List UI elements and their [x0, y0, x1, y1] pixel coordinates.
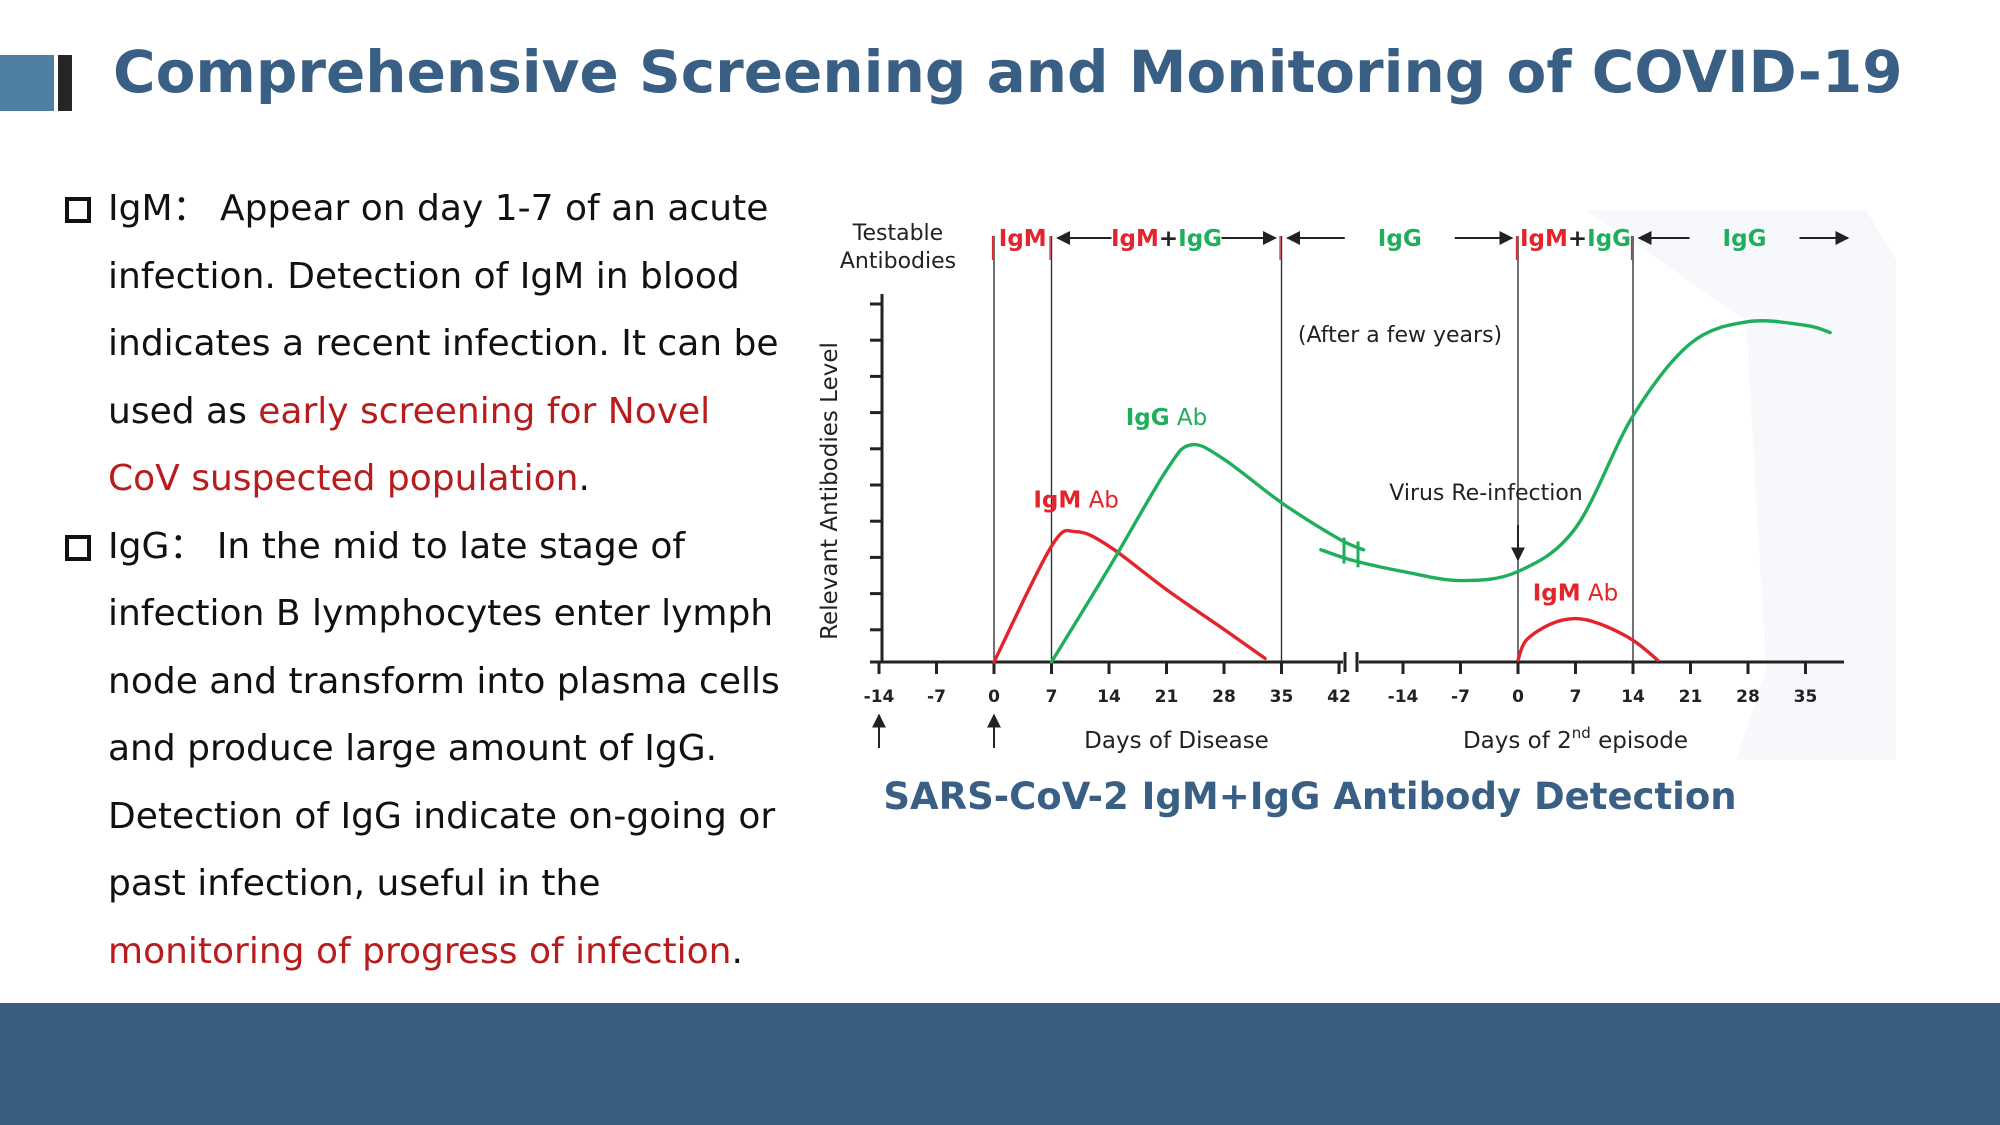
square-bullet-icon — [65, 534, 91, 561]
bullet-igg-text: In the mid to late stage of infection B … — [108, 525, 780, 905]
antibody-chart: IgM IgM+IgG IgG IgM+IgG IgG Testable Antibodie… — [806, 200, 1896, 790]
igm-curve-episode-1 — [992, 528, 1267, 664]
square-bullet-icon — [65, 197, 91, 223]
bullet-igm-lead: IgM： — [108, 188, 209, 229]
x-tick-label: 21 — [1155, 687, 1179, 707]
bullet-igg-highlight: monitoring of progress of infection — [108, 930, 732, 972]
bullet-igm-text: Appear on day 1-7 of an acute infection.… — [108, 188, 779, 432]
chart-caption: SARS-CoV-2 IgM+IgG Antibody Detection — [883, 775, 1737, 818]
x-tick-label: 21 — [1679, 687, 1703, 707]
footer-band — [0, 1003, 2000, 1125]
igm-series-label: IgM Ab — [1033, 488, 1119, 514]
annotation-after-years: (After a few years) — [1298, 323, 1502, 348]
chart-background-decoration — [1586, 210, 1896, 760]
y-axis-label: Relevant Antibodies Level — [817, 342, 843, 640]
bullet-igg-tail: . — [731, 930, 743, 972]
x-tick-label: -7 — [1451, 687, 1470, 707]
corner-label-line-2: Antibodies — [840, 249, 956, 274]
x-tick-label: -14 — [1388, 687, 1419, 707]
antibody-chart-svg: IgM IgM+IgG IgG IgM+IgG IgG Testable Antibodie… — [817, 210, 1896, 760]
bullet-igg: IgG： In the mid to late stage of infecti… — [62, 513, 792, 986]
igm-series-label: IgM Ab — [1533, 581, 1619, 607]
x-tick-label: 35 — [1794, 687, 1818, 707]
x-tick-label: 28 — [1212, 687, 1236, 707]
x-tick-label: -7 — [927, 687, 946, 707]
x-tick-label: 0 — [988, 687, 1000, 707]
x-tick-label: 14 — [1621, 687, 1645, 707]
phase-label-1: IgM — [999, 226, 1047, 252]
x-tick-label: 28 — [1736, 687, 1760, 707]
phase-label-4: IgM+IgG — [1520, 226, 1631, 252]
x-tick-label: 7 — [1046, 687, 1058, 707]
title-accent-bar — [58, 55, 72, 111]
phase-label-3: IgG — [1378, 226, 1422, 252]
x-tick-label: 7 — [1570, 687, 1582, 707]
slide-title: Comprehensive Screening and Monitoring o… — [113, 38, 1903, 106]
igm-curve-episode-2 — [1516, 616, 1660, 662]
igg-series-label: IgG Ab — [1126, 405, 1208, 431]
x-tick-label: 35 — [1270, 687, 1294, 707]
x-axis-label-episode-2: Days of 2nd episode — [1463, 724, 1688, 754]
igg-curve-episode-2 — [1319, 319, 1832, 583]
corner-label-line-1: Testable — [852, 221, 943, 246]
bullet-igg-lead: IgG： — [108, 525, 206, 567]
bullet-igm: IgM： Appear on day 1-7 of an acute infec… — [62, 175, 792, 513]
x-tick-label: -14 — [864, 687, 895, 707]
phase-label-5: IgG — [1723, 226, 1767, 252]
x-axis-label-episode-1: Days of Disease — [1084, 728, 1269, 754]
annotation-reinfection: Virus Re-infection — [1389, 481, 1582, 506]
x-tick-label: 42 — [1327, 687, 1351, 707]
igg-curve-episode-1 — [1049, 442, 1366, 664]
phase-label-2: IgM+IgG — [1111, 226, 1222, 252]
x-tick-label: 0 — [1512, 687, 1524, 707]
title-accent-block — [0, 55, 54, 111]
bullet-igm-tail: . — [578, 458, 590, 499]
x-tick-label: 14 — [1097, 687, 1121, 707]
bullet-igm-highlight: early screening for Novel CoV suspected … — [108, 390, 711, 500]
bullet-list: IgM： Appear on day 1-7 of an acute infec… — [62, 175, 792, 985]
